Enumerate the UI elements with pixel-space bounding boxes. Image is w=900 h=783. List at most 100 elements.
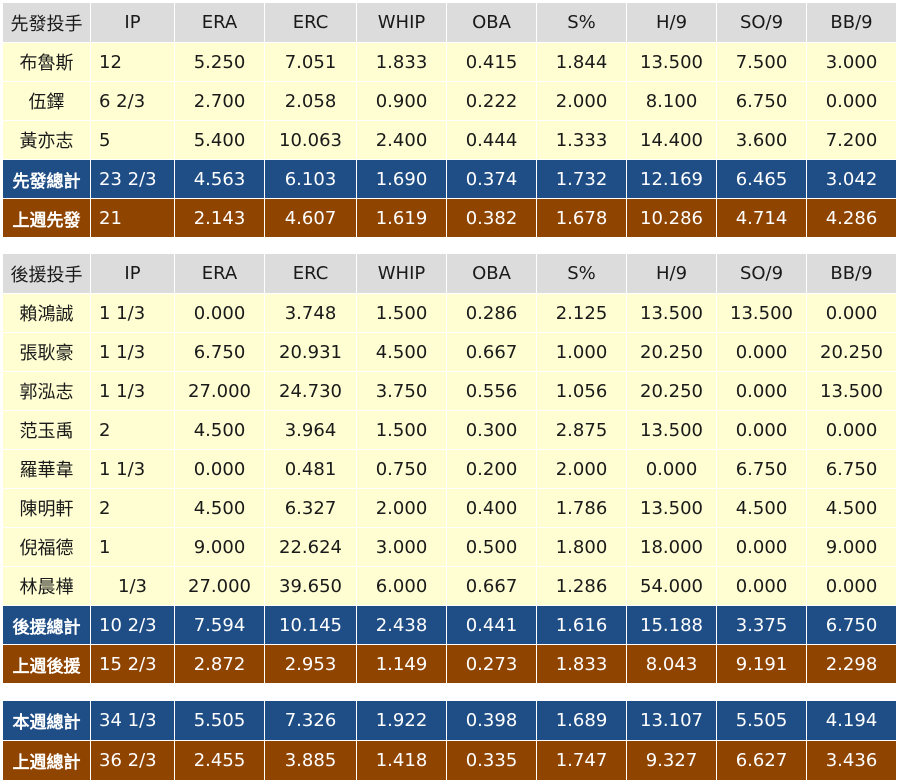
- col-era: ERA: [174, 253, 265, 294]
- stat-oba: 0.400: [446, 488, 537, 528]
- stat-whip: 0.750: [356, 449, 447, 489]
- stat-whip: 2.000: [356, 488, 447, 528]
- col-so9: SO/9: [716, 253, 807, 294]
- stat-bb9: 0.000: [806, 293, 897, 333]
- stat-era: 2.872: [174, 644, 265, 684]
- col-h9: H/9: [626, 2, 717, 43]
- stat-bb9: 4.286: [806, 198, 897, 238]
- stat-h9: 0.000: [626, 449, 717, 489]
- table-row: 張耿豪 1 1/3 6.750 20.931 4.500 0.667 1.000…: [2, 332, 897, 372]
- stat-era: 5.400: [174, 120, 265, 160]
- stat-h9: 14.400: [626, 120, 717, 160]
- starters-total-row: 先發總計 23 2/3 4.563 6.103 1.690 0.374 1.73…: [2, 159, 897, 199]
- stat-so9: 4.714: [716, 198, 807, 238]
- stat-so9: 4.500: [716, 488, 807, 528]
- stat-ip: 6 2/3: [90, 81, 175, 121]
- total-label: 先發總計: [2, 159, 91, 199]
- stat-erc: 39.650: [264, 566, 357, 606]
- stat-h9: 13.107: [626, 700, 717, 741]
- stat-so9: 9.191: [716, 644, 807, 684]
- stat-so9: 6.465: [716, 159, 807, 199]
- stat-whip: 4.500: [356, 332, 447, 372]
- stat-h9: 18.000: [626, 527, 717, 567]
- col-erc: ERC: [264, 2, 357, 43]
- this-week-label: 本週總計: [2, 700, 91, 741]
- stat-s-pct: 2.000: [536, 81, 627, 121]
- stat-s-pct: 1.732: [536, 159, 627, 199]
- stat-so9: 3.375: [716, 605, 807, 645]
- stat-bb9: 2.298: [806, 644, 897, 684]
- starters-table: 先發投手 IP ERA ERC WHIP OBA S% H/9 SO/9 BB/…: [2, 2, 897, 238]
- stat-era: 0.000: [174, 293, 265, 333]
- stat-era: 5.505: [174, 700, 265, 741]
- stat-era: 27.000: [174, 371, 265, 411]
- stat-h9: 12.169: [626, 159, 717, 199]
- stat-erc: 22.624: [264, 527, 357, 567]
- stat-oba: 0.556: [446, 371, 537, 411]
- stat-oba: 0.374: [446, 159, 537, 199]
- stat-so9: 0.000: [716, 332, 807, 372]
- stat-oba: 0.300: [446, 410, 537, 450]
- stat-oba: 0.335: [446, 740, 537, 781]
- stat-bb9: 3.042: [806, 159, 897, 199]
- stat-bb9: 4.500: [806, 488, 897, 528]
- col-bb9: BB/9: [806, 253, 897, 294]
- stat-erc: 0.481: [264, 449, 357, 489]
- col-oba: OBA: [446, 253, 537, 294]
- stat-whip: 1.500: [356, 293, 447, 333]
- stat-s-pct: 1.786: [536, 488, 627, 528]
- stat-whip: 2.438: [356, 605, 447, 645]
- stat-era: 5.250: [174, 42, 265, 82]
- last-week-label: 上週先發: [2, 198, 91, 238]
- starters-header: 先發投手: [2, 2, 91, 43]
- starters-header-row: 先發投手 IP ERA ERC WHIP OBA S% H/9 SO/9 BB/…: [2, 2, 897, 43]
- stat-s-pct: 1.689: [536, 700, 627, 741]
- stat-so9: 0.000: [716, 410, 807, 450]
- stat-oba: 0.444: [446, 120, 537, 160]
- stat-era: 7.594: [174, 605, 265, 645]
- stat-erc: 2.953: [264, 644, 357, 684]
- stat-whip: 1.619: [356, 198, 447, 238]
- pitcher-name: 范玉禹: [2, 410, 91, 450]
- stat-s-pct: 1.000: [536, 332, 627, 372]
- stat-ip: 10 2/3: [90, 605, 175, 645]
- stat-so9: 5.505: [716, 700, 807, 741]
- relievers-header: 後援投手: [2, 253, 91, 294]
- stat-whip: 1.833: [356, 42, 447, 82]
- stat-bb9: 13.500: [806, 371, 897, 411]
- stat-h9: 8.100: [626, 81, 717, 121]
- stat-so9: 7.500: [716, 42, 807, 82]
- totals-table: 本週總計 34 1/3 5.505 7.326 1.922 0.398 1.68…: [2, 700, 897, 781]
- stat-so9: 13.500: [716, 293, 807, 333]
- stat-erc: 6.103: [264, 159, 357, 199]
- stat-bb9: 6.750: [806, 449, 897, 489]
- table-row: 郭泓志 1 1/3 27.000 24.730 3.750 0.556 1.05…: [2, 371, 897, 411]
- stat-s-pct: 1.800: [536, 527, 627, 567]
- pitcher-name: 陳明軒: [2, 488, 91, 528]
- stat-so9: 6.627: [716, 740, 807, 781]
- stat-s-pct: 1.333: [536, 120, 627, 160]
- stat-ip: 1 1/3: [90, 371, 175, 411]
- pitcher-name: 郭泓志: [2, 371, 91, 411]
- stat-era: 6.750: [174, 332, 265, 372]
- stat-erc: 2.058: [264, 81, 357, 121]
- stat-whip: 0.900: [356, 81, 447, 121]
- stat-h9: 20.250: [626, 371, 717, 411]
- last-week-label: 上週後援: [2, 644, 91, 684]
- stat-erc: 24.730: [264, 371, 357, 411]
- stat-ip: 2: [90, 488, 175, 528]
- stat-ip: 1 1/3: [90, 332, 175, 372]
- starters-last-week-row: 上週先發 21 2.143 4.607 1.619 0.382 1.678 10…: [2, 198, 897, 238]
- col-so9: SO/9: [716, 2, 807, 43]
- stat-era: 4.500: [174, 488, 265, 528]
- stat-whip: 3.750: [356, 371, 447, 411]
- stat-ip: 1 1/3: [90, 449, 175, 489]
- stat-oba: 0.222: [446, 81, 537, 121]
- stat-erc: 4.607: [264, 198, 357, 238]
- stat-s-pct: 1.678: [536, 198, 627, 238]
- stat-ip: 34 1/3: [90, 700, 175, 741]
- stat-erc: 10.063: [264, 120, 357, 160]
- stat-h9: 54.000: [626, 566, 717, 606]
- pitcher-name: 張耿豪: [2, 332, 91, 372]
- stat-whip: 1.922: [356, 700, 447, 741]
